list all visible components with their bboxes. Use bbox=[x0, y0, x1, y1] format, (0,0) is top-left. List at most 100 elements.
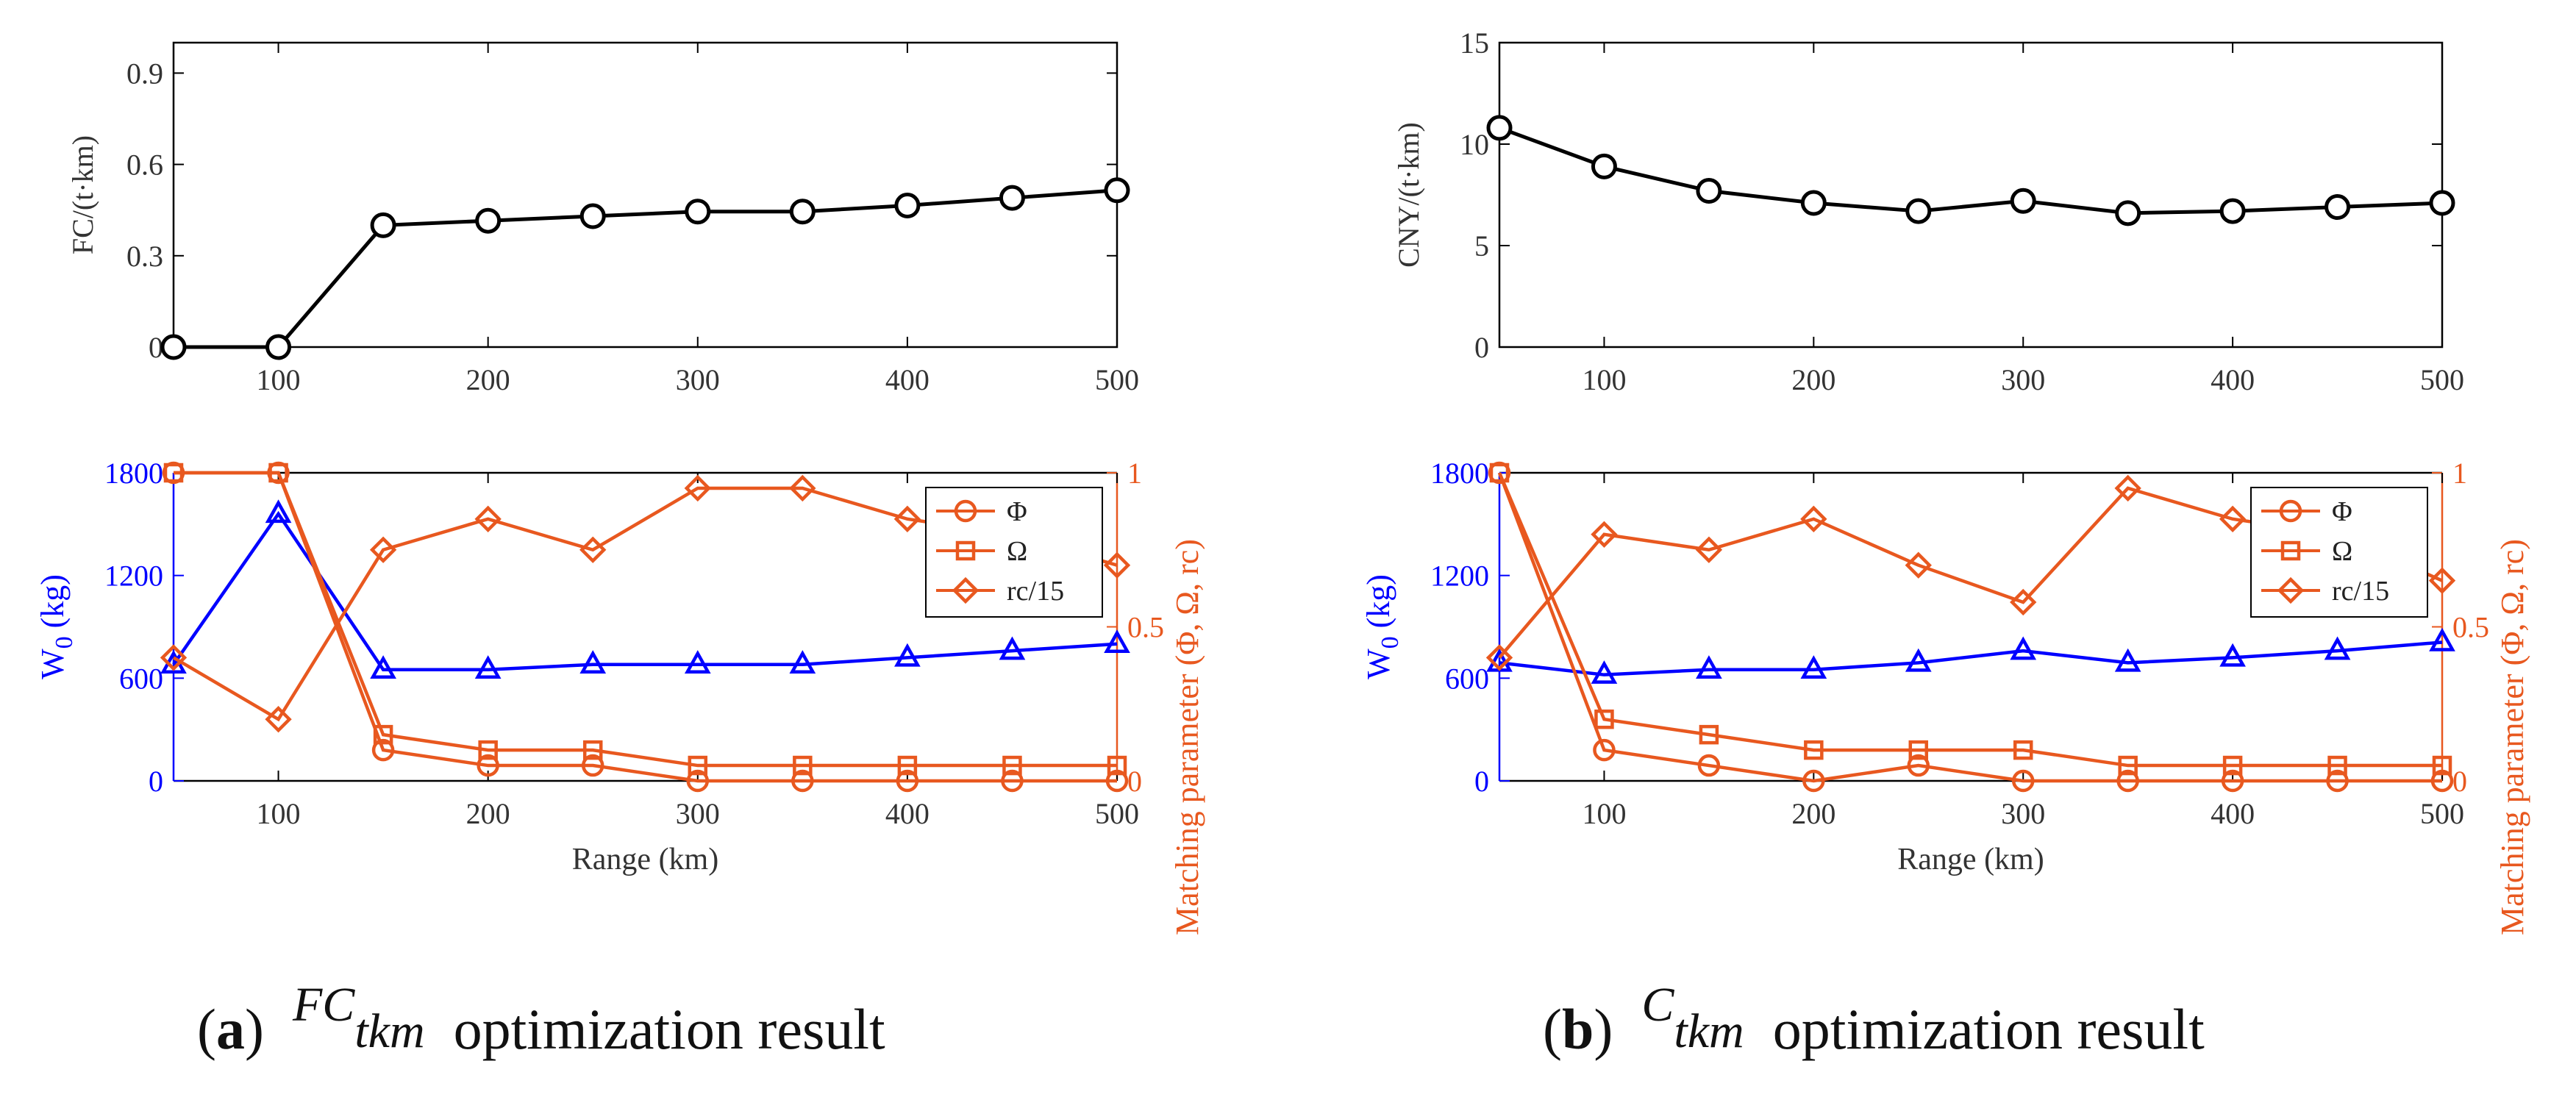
a-bottom-series-point bbox=[896, 769, 919, 793]
a-bottom-xtick-label: 500 bbox=[1095, 797, 1139, 830]
a-top-point bbox=[999, 185, 1025, 211]
b-bottom-series-point bbox=[1802, 769, 1825, 793]
b-top-point bbox=[1486, 115, 1513, 141]
a-bottom-ytick-left-label: 1800 bbox=[104, 457, 163, 490]
a-bottom-xtick-label: 400 bbox=[885, 797, 930, 830]
a-bottom-series-point bbox=[265, 706, 292, 733]
b-bottom-series-point bbox=[1905, 551, 1932, 579]
a-bottom-series-point bbox=[688, 755, 708, 776]
a-bottom-series-Φ-line bbox=[174, 471, 1117, 783]
a-bottom-legend-marker bbox=[954, 499, 977, 523]
a-bottom-xtick-label: 200 bbox=[466, 797, 510, 830]
a-top-xtick-label: 200 bbox=[466, 363, 510, 396]
b-bottom-series-point bbox=[2219, 643, 2246, 667]
a-top-point bbox=[475, 207, 502, 234]
a-bottom-ylabel-left-main: W bbox=[35, 649, 71, 679]
a-bottom-series-point bbox=[1105, 769, 1129, 793]
b-bottom-series-point bbox=[1699, 724, 1719, 745]
a-top-ytick-label: 0.6 bbox=[126, 149, 163, 182]
a-bottom-series-point bbox=[684, 474, 711, 502]
a-bottom-series-point bbox=[163, 463, 184, 483]
a-bottom-legend-label: rc/15 bbox=[1007, 576, 1064, 607]
b-top-point bbox=[1696, 177, 1722, 204]
caption-a-subscript: tkm bbox=[354, 1004, 425, 1058]
a-bottom-ytick-right-label: 0 bbox=[1127, 765, 1142, 798]
b-bottom-series-point bbox=[2116, 769, 2139, 793]
b-top-point bbox=[2429, 190, 2455, 216]
a-bottom-series-point bbox=[1103, 551, 1131, 579]
b-bottom-legend-marker bbox=[2277, 576, 2305, 604]
a-bottom-series-point bbox=[268, 463, 288, 483]
a-bottom-series-point bbox=[478, 740, 498, 760]
b-top-series-line bbox=[1499, 126, 2443, 215]
caption-b: (b) Ctkm optimization result bbox=[1543, 978, 2205, 1062]
a-bottom-series-point bbox=[999, 636, 1026, 660]
a-bottom-series-W0-line bbox=[172, 510, 1118, 671]
b-top-xtick-label: 200 bbox=[1791, 363, 1835, 396]
a-bottom-legend-label: Φ bbox=[1007, 496, 1027, 527]
b-bottom-ytick-right-label: 0.5 bbox=[2452, 611, 2489, 644]
a-bottom-series-point bbox=[369, 536, 397, 563]
a-bottom-ytick-right-label: 1 bbox=[1127, 457, 1142, 490]
a-bottom-ytick-left-label: 1200 bbox=[104, 560, 163, 593]
b-bottom-ylabel-left-sub: 0 bbox=[1377, 636, 1404, 649]
b-top-point bbox=[2115, 200, 2141, 226]
a-bottom-series-Ω-line bbox=[174, 471, 1117, 768]
a-bottom-series-point bbox=[160, 644, 188, 671]
b-bottom-xlabel: Range (km) bbox=[1897, 843, 2044, 876]
a-top-point bbox=[894, 192, 921, 218]
caption-b-subscript: tkm bbox=[1674, 1004, 1744, 1058]
b-bottom-legend-marker bbox=[2280, 540, 2301, 561]
a-top-ylabel: FC/(t·km) bbox=[66, 135, 99, 254]
b-bottom-series-point bbox=[2118, 755, 2138, 776]
a-top-series-line bbox=[174, 188, 1118, 349]
b-bottom-series-point bbox=[1697, 754, 1721, 777]
b-bottom-series-point bbox=[2432, 755, 2452, 776]
b-top-ytick-label: 5 bbox=[1474, 229, 1489, 262]
b-bottom-series-point bbox=[1591, 660, 1618, 684]
a-top-point bbox=[1104, 177, 1130, 204]
a-bottom-xtick-label: 300 bbox=[676, 797, 720, 830]
a-top-ytick-label: 0 bbox=[149, 331, 163, 364]
caption-b-open: ( bbox=[1543, 997, 1562, 1061]
b-bottom-series-W0-line bbox=[1499, 640, 2443, 676]
a-bottom-series-point bbox=[477, 754, 499, 777]
b-bottom-series-point bbox=[1908, 740, 1929, 760]
b-top-xtick-label: 400 bbox=[2211, 363, 2255, 396]
a-bottom-series-point bbox=[581, 754, 604, 777]
a-top-point bbox=[265, 334, 292, 360]
caption-b-text: optimization result bbox=[1772, 997, 2205, 1061]
a-bottom-xlabel: Range (km) bbox=[572, 843, 718, 876]
a-bottom-series-point bbox=[1002, 755, 1022, 776]
a-bottom-series-point bbox=[579, 650, 607, 674]
b-bottom-series-point bbox=[2429, 627, 2455, 651]
b-top-ytick-label: 10 bbox=[1460, 128, 1489, 161]
a-top-point bbox=[789, 199, 816, 225]
b-top-point bbox=[2325, 194, 2351, 221]
a-bottom-series-point bbox=[474, 505, 502, 533]
caption-a-label: a bbox=[215, 997, 245, 1061]
b-bottom-legend-marker bbox=[2279, 499, 2302, 523]
a-top-xtick-label: 300 bbox=[676, 363, 720, 396]
a-bottom-ytick-right-label: 0.5 bbox=[1127, 611, 1164, 644]
a-bottom-series-point bbox=[791, 769, 814, 793]
a-top-xtick-label: 500 bbox=[1095, 363, 1139, 396]
a-bottom-ytick-left-label: 0 bbox=[149, 765, 163, 798]
a-bottom-series-point bbox=[684, 650, 711, 674]
b-top-point bbox=[2219, 198, 2246, 224]
b-top-xtick-label: 300 bbox=[2001, 363, 2045, 396]
b-top-point bbox=[1800, 190, 1827, 216]
a-bottom-series-point bbox=[373, 724, 393, 745]
b-bottom-series-point bbox=[1591, 521, 1618, 548]
b-bottom-ylabel-right: Matching parameter (Φ, Ω, rc) bbox=[2494, 539, 2530, 935]
a-bottom-series-point bbox=[265, 499, 292, 524]
b-bottom-series-point bbox=[2011, 769, 2035, 793]
b-top-ylabel: CNY/(t·km) bbox=[1392, 122, 1425, 268]
b-bottom-ytick-left-label: 1800 bbox=[1430, 457, 1489, 490]
b-bottom-series-point bbox=[2010, 636, 2037, 660]
a-bottom-legend-marker bbox=[952, 576, 980, 604]
b-bottom-series-point bbox=[1800, 655, 1827, 679]
a-top-point bbox=[160, 334, 187, 360]
a-top-ytick-label: 0.3 bbox=[126, 240, 163, 273]
b-bottom-series-point bbox=[2010, 588, 2037, 616]
